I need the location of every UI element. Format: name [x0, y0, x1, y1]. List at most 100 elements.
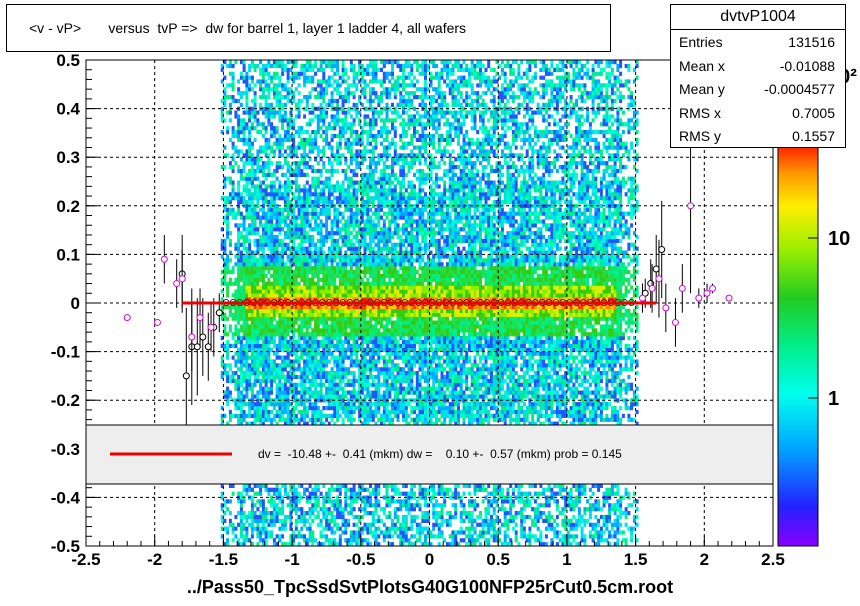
heatmap-cell [341, 215, 345, 220]
heatmap-cell [250, 308, 254, 313]
heatmap-cell [305, 374, 309, 380]
heatmap-cell [272, 324, 276, 329]
heatmap-cell [292, 273, 296, 278]
heatmap-cell [341, 130, 345, 135]
heatmap-cell [308, 320, 312, 325]
heatmap-cell [366, 223, 370, 228]
heatmap-cell [338, 312, 342, 317]
heatmap-cell [363, 336, 367, 341]
heatmap-cell [248, 130, 252, 135]
heatmap-cell [239, 270, 243, 275]
heatmap-cell [369, 207, 372, 212]
heatmap-cell [267, 304, 271, 310]
heatmap-cell [316, 223, 320, 228]
heatmap-cell [289, 304, 293, 310]
heatmap-cell [352, 153, 356, 158]
heatmap-cell [374, 402, 378, 407]
heatmap-cell [330, 324, 334, 329]
heatmap-cell [223, 219, 227, 224]
heatmap-cell [256, 514, 260, 520]
heatmap-cell [316, 250, 320, 255]
heatmap-cell [338, 514, 342, 520]
heatmap-cell [264, 258, 268, 263]
heatmap-cell [256, 339, 260, 345]
heatmap-cell [286, 91, 290, 96]
heatmap-cell [369, 60, 372, 65]
heatmap-cell [242, 483, 246, 488]
heatmap-cell [275, 95, 279, 100]
heatmap-cell [253, 281, 257, 286]
heatmap-cell [371, 308, 375, 313]
heatmap-cell [286, 126, 290, 131]
heatmap-cell [363, 273, 367, 278]
heatmap-cell [349, 538, 353, 543]
heatmap-cell [245, 339, 249, 345]
heatmap-cell [278, 367, 282, 372]
heatmap-cell [259, 491, 263, 496]
heatmap-cell [283, 242, 287, 247]
heatmap-cell [322, 75, 326, 80]
heatmap-cell [327, 386, 331, 391]
heatmap-cell [360, 238, 364, 243]
heatmap-cell [327, 511, 331, 516]
heatmap-cell [228, 417, 232, 422]
heatmap-cell [289, 87, 293, 92]
heatmap-cell [259, 95, 263, 100]
heatmap-cell [239, 200, 243, 205]
heatmap-cell [330, 281, 334, 286]
heatmap-cell [248, 250, 252, 255]
heatmap-cell [303, 374, 307, 380]
heatmap-cell [259, 254, 263, 259]
heatmap-cell [341, 102, 345, 107]
heatmap-cell [231, 355, 235, 360]
heatmap-cell [283, 270, 287, 275]
heatmap-cell [278, 285, 282, 290]
heatmap-cell [226, 507, 230, 512]
heatmap-cell [347, 246, 351, 251]
heatmap-cell [322, 165, 326, 170]
heatmap-cell [336, 246, 340, 251]
heatmap-cell [341, 75, 345, 80]
heatmap-cell [259, 402, 263, 407]
heatmap-cell [322, 188, 326, 193]
heatmap-cell [253, 483, 257, 488]
heatmap-cell [281, 106, 285, 111]
heatmap-cell [292, 367, 296, 372]
heatmap-cell [248, 522, 252, 527]
heatmap-cell [355, 378, 359, 383]
heatmap-cell [308, 507, 312, 512]
heatmap-cell [314, 371, 318, 376]
heatmap-cell [261, 188, 265, 193]
heatmap-cell [344, 413, 348, 418]
heatmap-cell [311, 413, 315, 418]
heatmap-cell [228, 518, 232, 523]
heatmap-cell [294, 359, 298, 364]
heatmap-cell [369, 503, 372, 508]
heatmap-cell [270, 312, 274, 317]
heatmap-cell [349, 409, 353, 415]
heatmap-cell [286, 215, 290, 220]
heatmap-cell [371, 355, 375, 360]
heatmap-cell [333, 538, 337, 543]
heatmap-cell [297, 141, 301, 146]
heatmap-cell [316, 409, 320, 415]
heatmap-cell [363, 363, 367, 368]
heatmap-cell [355, 133, 359, 139]
heatmap-cell [338, 503, 342, 508]
heatmap-cell [220, 483, 224, 488]
heatmap-cell [371, 367, 375, 372]
heatmap-cell [275, 421, 279, 426]
heatmap-cell [264, 110, 268, 115]
heatmap-cell [311, 75, 315, 80]
heatmap-cell [250, 518, 254, 523]
heatmap-cell [330, 188, 334, 193]
heatmap-cell [253, 339, 257, 345]
heatmap-cell [308, 386, 312, 391]
heatmap-cell [358, 246, 362, 251]
heatmap-cell [366, 184, 370, 189]
heatmap-cell [325, 281, 329, 286]
heatmap-cell [294, 71, 298, 76]
heatmap-cell [242, 386, 246, 391]
heatmap-cell [374, 538, 378, 543]
heatmap-cell [270, 421, 274, 426]
